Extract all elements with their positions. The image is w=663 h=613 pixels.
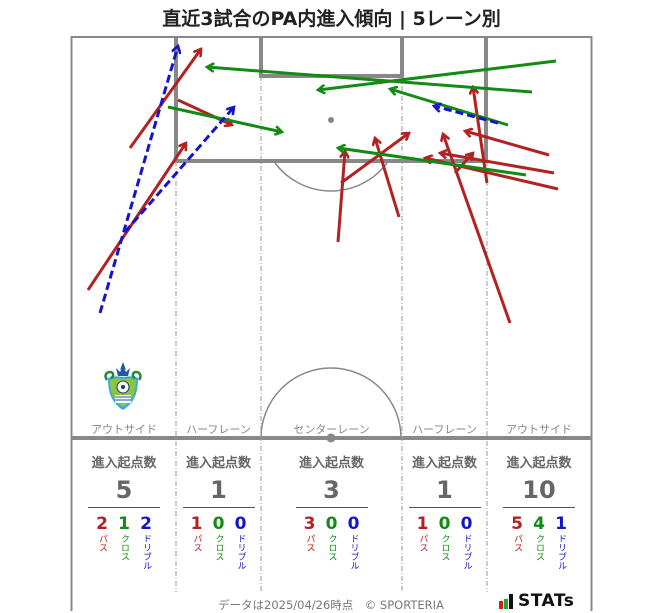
lane-stats-outside-left: 進入起点数 5 2 パス 1 クロス 2 ドリブル [72, 452, 176, 570]
pass-arrow [465, 131, 550, 157]
club-crest-icon [104, 360, 142, 416]
pass-label: パス [97, 534, 107, 552]
stat-header: 進入起点数 [91, 456, 157, 471]
pass-label: パス [512, 534, 522, 552]
stat-total: 1 [436, 476, 453, 504]
cross-label: クロス [534, 534, 544, 561]
cross-count: 4 [533, 514, 545, 534]
stat-header: 進入起点数 [298, 456, 364, 471]
chart-title: 直近3試合のPA内進入傾向 | 5レーン別 [162, 8, 501, 30]
stat-header: 進入起点数 [506, 456, 572, 471]
pass-label: パス [417, 534, 428, 552]
cross-arrow [207, 67, 533, 94]
stat-total: 5 [115, 476, 133, 504]
stat-header: 進入起点数 [411, 456, 477, 471]
pass-count: 5 [511, 514, 523, 534]
dribble-label: ドリブル [141, 534, 151, 570]
cross-label: クロス [326, 534, 337, 561]
pass-count: 1 [190, 514, 203, 534]
lane-label-halfspace-left: ハーフレーン [186, 423, 251, 436]
cross-arrow [318, 59, 557, 90]
pass-arrow [128, 49, 201, 149]
lane-label-halfspace-right: ハーフレーン [412, 423, 477, 436]
cross-arrow [338, 148, 527, 177]
dribble-count: 2 [140, 514, 152, 534]
lane-label-outside-right: アウトサイド [506, 423, 572, 436]
dribble-label: ドリブル [235, 534, 246, 570]
cross-label: クロス [213, 534, 224, 561]
stat-divider [408, 507, 481, 508]
dribble-label: ドリブル [348, 534, 359, 570]
brand-name: STATs [518, 591, 575, 611]
pass-arrow [453, 153, 473, 175]
lane-label-center: センターレーン [293, 423, 370, 436]
dribble-arrow [98, 46, 178, 314]
pass-arrow [340, 133, 409, 185]
lane-label-outside-left: アウトサイド [91, 423, 157, 436]
stat-header: 進入起点数 [185, 456, 251, 471]
dribble-count: 0 [460, 514, 473, 534]
lane-stats-halfspace-left: 進入起点数 1 1 パス 0 クロス 0 ドリブル [176, 452, 261, 570]
stats-logo: STATs [499, 591, 574, 611]
dribble-arrows [98, 46, 499, 314]
cross-count: 1 [118, 514, 130, 534]
pass-count: 1 [416, 514, 429, 534]
dribble-label: ドリブル [461, 534, 472, 570]
stat-total: 3 [323, 476, 340, 504]
pass-count: 3 [303, 514, 316, 534]
dribble-arrow [123, 107, 234, 233]
pass-label: パス [304, 534, 315, 552]
cross-label: クロス [119, 534, 129, 561]
stat-total: 10 [522, 476, 556, 504]
pass-count: 2 [96, 514, 108, 534]
stat-divider [88, 507, 160, 508]
cross-count: 0 [212, 514, 225, 534]
stat-total: 1 [210, 476, 227, 504]
dribble-arrow [434, 106, 499, 125]
pass-arrow [336, 151, 345, 243]
pass-label: パス [191, 534, 202, 552]
cross-label: クロス [439, 534, 450, 561]
pass-arrows [86, 49, 559, 324]
stat-divider [295, 507, 368, 508]
bar-chart-icon [499, 594, 513, 609]
cross-arrows [167, 59, 557, 177]
lane-stats-outside-right: 進入起点数 10 5 パス 4 クロス 1 ドリブル [487, 452, 591, 570]
pass-arrow [440, 153, 555, 175]
dribble-count: 0 [234, 514, 247, 534]
cross-count: 0 [325, 514, 338, 534]
dribble-count: 0 [347, 514, 360, 534]
pass-arrow [375, 138, 401, 218]
cross-count: 0 [438, 514, 451, 534]
dribble-count: 1 [555, 514, 567, 534]
cross-arrow [390, 89, 509, 127]
lane-stats-center: 進入起点数 3 3 パス 0 クロス 0 ドリブル [261, 452, 402, 570]
stat-divider [182, 507, 255, 508]
lane-stats-halfspace-right: 進入起点数 1 1 パス 0 クロス 0 ドリブル [402, 452, 487, 570]
data-date-note: データは2025/04/26時点 © SPORTERIA [218, 598, 444, 612]
stat-divider [503, 507, 575, 508]
dribble-label: ドリブル [556, 534, 566, 570]
